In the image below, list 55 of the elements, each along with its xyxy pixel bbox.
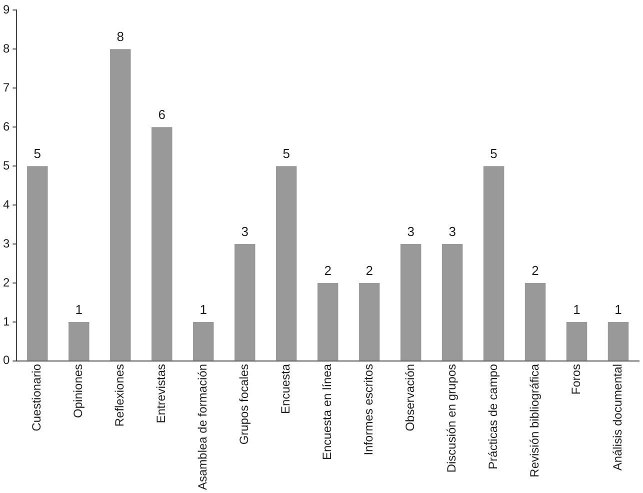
bar <box>110 49 131 360</box>
bar <box>524 282 546 360</box>
bar <box>234 244 256 360</box>
data-label: 2 <box>366 263 373 278</box>
y-tick-label: 0 <box>2 353 10 368</box>
data-label: 1 <box>200 302 207 318</box>
x-tick-label: Foros <box>569 364 584 395</box>
y-tick-label: 1 <box>2 314 10 328</box>
data-label: 1 <box>573 302 580 318</box>
bar <box>317 282 338 360</box>
data-label: 2 <box>532 263 539 278</box>
x-tick-label: Asamblea de formación <box>196 364 210 490</box>
y-tick-label: 5 <box>2 158 10 172</box>
bar <box>442 244 463 360</box>
x-tick-label: Revisión bibliográfica <box>528 364 542 478</box>
data-label: 1 <box>614 302 622 318</box>
x-tick-label: Encuesta <box>278 364 293 414</box>
bar <box>566 322 588 360</box>
bar <box>27 166 48 360</box>
x-tick-label: Discusión en grupos <box>444 364 459 473</box>
data-label: 3 <box>407 224 414 240</box>
x-tick-label: Entrevistas <box>154 364 168 424</box>
y-tick-label: 6 <box>2 119 10 134</box>
bar <box>193 322 214 360</box>
data-label: 1 <box>75 302 83 318</box>
data-label: 2 <box>324 263 332 278</box>
data-label: 3 <box>448 224 456 240</box>
x-tick-label: Opiniones <box>71 364 86 418</box>
bar <box>152 127 172 360</box>
data-label: 8 <box>116 29 124 44</box>
bar <box>276 166 297 360</box>
data-label: 3 <box>241 224 248 240</box>
y-tick-label: 4 <box>2 197 10 212</box>
bar <box>68 322 90 360</box>
x-tick-label: Cuestionario <box>30 364 44 432</box>
bar <box>608 322 629 360</box>
x-tick-label: Reflexiones <box>112 364 127 427</box>
x-tick-label: Informes escritos <box>362 364 376 456</box>
data-label: 5 <box>490 146 498 162</box>
x-tick-label: Análisis documental <box>610 364 625 471</box>
x-tick-label: Prácticas de campo <box>486 364 500 470</box>
x-tick-label: Observación <box>403 364 418 432</box>
bar <box>400 244 422 360</box>
bar <box>358 282 380 360</box>
data-label: 5 <box>282 146 290 162</box>
y-tick-label: 3 <box>2 236 10 250</box>
y-tick-label: 9 <box>2 2 10 17</box>
x-tick-label: Grupos focales <box>237 364 252 445</box>
data-label: 6 <box>158 107 166 122</box>
y-tick-label: 7 <box>2 80 10 94</box>
data-label: 5 <box>34 146 42 162</box>
y-tick-label: 8 <box>2 41 10 56</box>
x-tick-label: Encuesta en línea <box>320 364 334 460</box>
y-tick-label: 2 <box>2 275 10 290</box>
bar <box>483 166 504 360</box>
